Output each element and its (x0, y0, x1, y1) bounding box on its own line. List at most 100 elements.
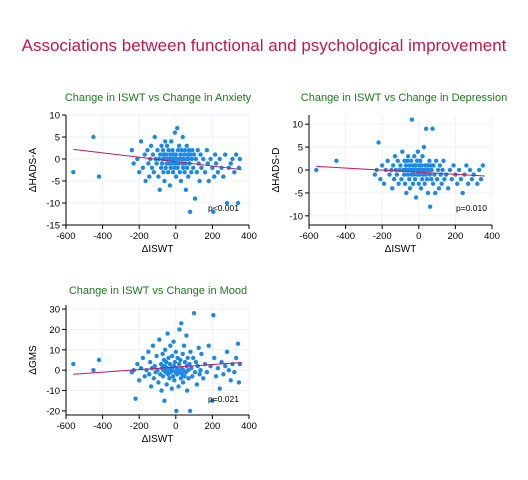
data-point (405, 172, 411, 177)
data-point (158, 165, 164, 170)
fit-line (73, 361, 242, 375)
data-point (425, 163, 430, 168)
data-point (235, 341, 241, 346)
data-point (147, 359, 153, 365)
data-point (138, 139, 144, 144)
data-point (372, 172, 378, 177)
data-point (387, 172, 392, 177)
data-point (437, 163, 443, 168)
data-point (235, 200, 241, 206)
data-point (395, 158, 400, 164)
data-point (396, 181, 401, 186)
plot-area (66, 305, 249, 415)
data-point (182, 148, 188, 153)
p-value-annotation: p=0.010 (456, 203, 487, 213)
data-point (182, 374, 187, 379)
data-point (439, 181, 444, 186)
data-point (410, 181, 416, 186)
y-tick-label: -10 (289, 211, 303, 222)
data-point (159, 143, 164, 148)
data-point (228, 378, 233, 383)
data-point (423, 172, 428, 177)
data-point (178, 152, 183, 157)
y-tick-label: 0 (55, 155, 60, 166)
data-point (430, 181, 436, 186)
data-point (212, 174, 217, 179)
data-point (427, 158, 432, 164)
data-point (204, 148, 210, 153)
y-tick-label: -15 (46, 221, 60, 232)
data-point (460, 190, 465, 196)
data-point (175, 165, 180, 170)
data-point (157, 187, 162, 192)
data-point (189, 365, 194, 371)
data-point (419, 163, 424, 168)
data-point (175, 148, 181, 153)
data-point (162, 139, 168, 144)
data-point (186, 174, 191, 179)
data-point (184, 333, 189, 338)
data-point (442, 176, 447, 182)
data-point (425, 190, 431, 196)
p-value-annotation: p<0.001 (208, 203, 239, 213)
plot-area (66, 115, 249, 225)
figure-title: Associations between functional and psyc… (21, 36, 507, 55)
data-point (198, 367, 203, 373)
data-point (434, 176, 440, 182)
data-point (413, 195, 419, 200)
data-point (404, 190, 409, 196)
data-point (206, 343, 211, 348)
data-point (188, 349, 193, 355)
data-point (407, 163, 412, 168)
data-point (409, 117, 415, 122)
data-point (197, 178, 202, 184)
data-point (389, 167, 394, 173)
data-point (166, 148, 171, 153)
data-point (170, 374, 176, 379)
x-tick-label: 0 (173, 231, 178, 242)
p-value-annotation: p=0.021 (208, 394, 239, 404)
data-point (190, 165, 196, 170)
data-point (154, 161, 159, 166)
data-point (172, 130, 178, 135)
data-point (160, 148, 166, 153)
data-point (169, 161, 175, 166)
data-point (433, 190, 438, 196)
scatter-panel-2: -600 -400 -200 0 200 400 -10 -5 0 5 10 ΔISWT ΔHADS-D… (271, 92, 507, 255)
data-point (202, 170, 208, 175)
fit-line (73, 148, 242, 171)
data-point (413, 163, 418, 168)
data-point (151, 170, 157, 175)
data-point (190, 355, 196, 361)
data-point (215, 365, 221, 371)
data-point (147, 174, 152, 179)
data-point (140, 165, 146, 170)
data-point (405, 158, 410, 164)
data-point (158, 152, 163, 157)
data-point (176, 384, 181, 389)
data-point (213, 161, 219, 166)
data-point (411, 172, 416, 177)
data-point (154, 353, 159, 359)
data-point (180, 380, 186, 385)
data-point (185, 355, 190, 361)
data-point (392, 154, 398, 159)
data-point (91, 134, 96, 140)
data-point (177, 327, 182, 332)
data-point (131, 161, 136, 166)
data-point (435, 167, 441, 173)
data-point (224, 200, 230, 206)
data-point (166, 161, 172, 166)
data-point (162, 398, 167, 403)
x-tick-label: -200 (130, 231, 149, 242)
data-point (137, 170, 142, 175)
data-point (414, 158, 420, 164)
data-point (143, 178, 148, 184)
x-tick-label: 200 (447, 231, 463, 242)
data-point (178, 178, 184, 184)
data-point (167, 376, 172, 381)
x-tick-label: -200 (130, 421, 149, 432)
data-point (417, 172, 422, 177)
data-point (194, 382, 200, 387)
data-point (170, 148, 175, 153)
